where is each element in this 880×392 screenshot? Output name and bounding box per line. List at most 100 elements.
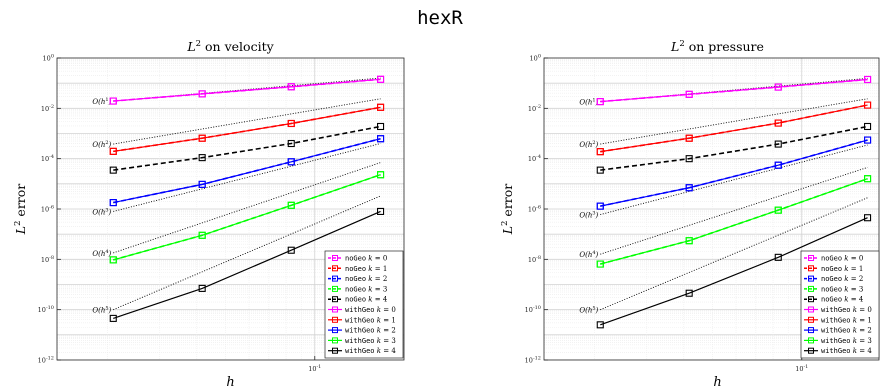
series-line (113, 125, 381, 171)
y-tick-label: 10-12 (38, 356, 54, 365)
y-tick-label: 100 (43, 54, 54, 63)
data-point (198, 180, 206, 188)
y-tick-base: 10 (41, 155, 49, 163)
legend-label-eq: = (857, 347, 867, 355)
series-line (600, 178, 868, 265)
y-axis-label-main: L (500, 226, 515, 235)
y-tick-label: 10-12 (525, 356, 541, 365)
y-tick-label: 10-6 (528, 205, 541, 214)
reference-line (600, 144, 868, 216)
data-point (109, 147, 117, 155)
legend-label-geo: noGeo (345, 296, 366, 304)
legend-label: noGeo k = 4 (821, 296, 864, 304)
y-tick-label: 10-10 (38, 305, 54, 314)
data-point (864, 75, 872, 84)
chart-title: L2 on velocity (186, 39, 274, 54)
reference-labels: O(h1)O(h2)O(h3)O(h4)O(h5) (579, 98, 598, 315)
legend-label-geo: noGeo (345, 285, 366, 293)
reference-label-exponent: 2 (592, 140, 595, 146)
legend-marker (332, 285, 338, 292)
legend-entry: noGeo k = 3 (804, 285, 863, 293)
legend-label-eq: = (373, 285, 383, 293)
legend-label-eq: = (849, 265, 859, 273)
data-point (377, 75, 385, 83)
chart-title: L2 on pressure (670, 39, 764, 54)
y-tick-exponent: -4 (536, 154, 541, 160)
legend-label-geo: noGeo (345, 255, 366, 263)
legend-label-value: 3 (867, 337, 871, 345)
legend-label-k: k (366, 275, 372, 283)
data-point (774, 161, 782, 169)
y-axis-label-rest: error (500, 184, 515, 221)
legend-marker (332, 265, 338, 272)
legend-label-eq: = (381, 327, 391, 335)
data-point (377, 135, 385, 143)
y-axis-label-superscript: 2 (13, 221, 23, 226)
y-tick-label: 100 (530, 54, 541, 63)
series-line (113, 78, 381, 102)
reference-line (113, 98, 381, 145)
legend-label-value: 2 (383, 275, 387, 283)
legend-label-eq: = (381, 306, 391, 314)
legend-label-value: 4 (391, 347, 396, 355)
legend-label-geo: withGeo (345, 327, 375, 335)
reference-label-end: ) (108, 307, 112, 315)
reference-line (600, 98, 868, 145)
legend-label-geo: noGeo (345, 275, 366, 283)
data-point (198, 284, 206, 292)
y-tick-exponent: -6 (49, 205, 54, 211)
series-line (113, 174, 381, 261)
data-point (109, 256, 117, 264)
reference-line-label: O(h4) (579, 250, 598, 259)
series-group (109, 75, 385, 322)
legend-entry: noGeo k = 4 (804, 296, 864, 304)
legend-label-value: 3 (859, 285, 863, 293)
legend-label-k: k (375, 327, 381, 335)
legend-entry: noGeo k = 3 (328, 285, 387, 293)
legend-label-value: 4 (867, 347, 872, 355)
legend-marker (332, 275, 338, 282)
x-axis-label: h (226, 375, 234, 390)
data-point (774, 253, 782, 261)
legend-label-k: k (851, 316, 857, 324)
legend-label-eq: = (849, 285, 859, 293)
y-tick-base: 10 (41, 105, 49, 113)
legend-label-k: k (842, 255, 848, 263)
data-point (774, 83, 782, 91)
legend-label-eq: = (857, 337, 867, 345)
y-axis-label: L2 error (13, 184, 28, 236)
legend-label-geo: withGeo (345, 337, 375, 345)
legend-label-value: 3 (391, 337, 395, 345)
reference-line (113, 162, 381, 254)
x-tick-exponent: -1 (803, 364, 808, 370)
data-point (685, 134, 693, 142)
legend-label-value: 1 (867, 316, 871, 324)
y-tick-base: 10 (41, 256, 49, 264)
y-tick-label: 10-8 (41, 255, 54, 264)
series-line (113, 210, 381, 319)
legend-marker (332, 327, 338, 334)
legend-marker (332, 337, 338, 344)
series-line (113, 106, 381, 152)
data-point (109, 97, 117, 105)
y-tick-base: 10 (528, 206, 536, 214)
legend-entry: noGeo k = 2 (328, 275, 387, 283)
legend-label-eq: = (857, 327, 867, 335)
y-tick-label: 10-4 (41, 154, 54, 163)
legend-entry: withGeo k = 2 (804, 327, 872, 335)
reference-label-exponent: 2 (105, 140, 108, 146)
x-tick-exponent: -1 (316, 364, 321, 370)
legend-label-geo: noGeo (821, 265, 842, 273)
reference-line-label: O(h3) (92, 207, 111, 216)
series-line (600, 217, 868, 326)
legend-marker (332, 347, 338, 354)
legend-marker (332, 296, 338, 303)
legend-marker (808, 337, 814, 344)
y-tick-base: 10 (528, 256, 536, 264)
data-point (864, 122, 872, 131)
reference-label-base: O(h (92, 141, 105, 149)
legend-label-eq: = (373, 296, 383, 304)
legend-label: noGeo k = 3 (821, 285, 863, 293)
